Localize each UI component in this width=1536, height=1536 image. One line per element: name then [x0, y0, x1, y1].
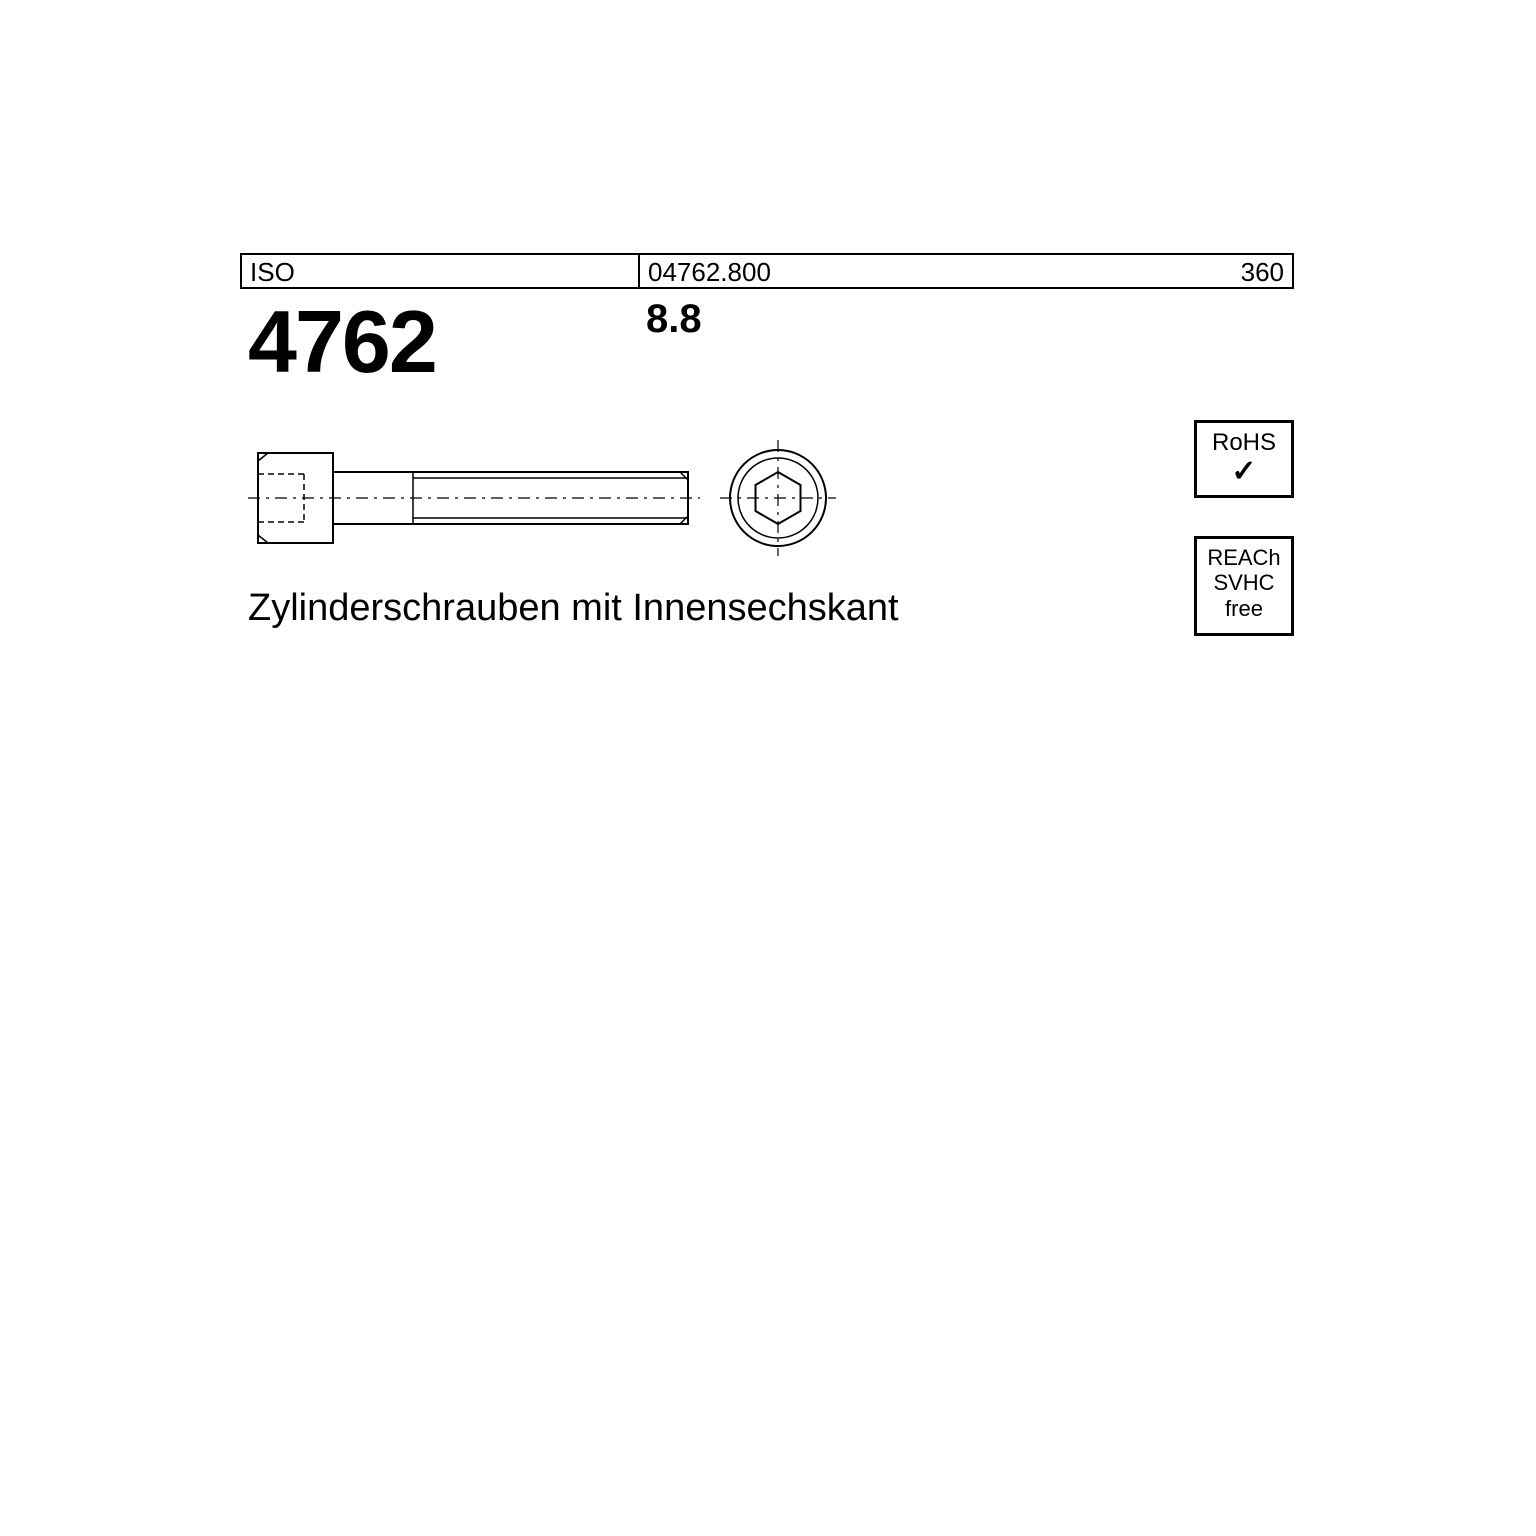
- rohs-label: RoHS: [1197, 429, 1291, 457]
- header-band: ISO 04762.800 360: [240, 253, 1294, 289]
- product-description: Zylinderschrauben mit Innensechskant: [248, 587, 899, 630]
- iso-number: 4762: [248, 291, 436, 393]
- header-divider: [638, 255, 640, 287]
- reach-line1: REACh: [1197, 545, 1291, 570]
- spec-sheet-canvas: ISO 04762.800 360 4762 8.8 RoHS ✓ REACh …: [240, 253, 1294, 1294]
- header-right-value: 360: [1241, 257, 1284, 288]
- rohs-compliance-box: RoHS ✓: [1194, 420, 1294, 498]
- bolt-diagram: [248, 428, 858, 568]
- header-code: 04762.800: [648, 257, 771, 288]
- reach-compliance-box: REACh SVHC free: [1194, 536, 1294, 636]
- strength-class: 8.8: [646, 297, 702, 342]
- check-icon: ✓: [1197, 457, 1291, 487]
- header-standard-label: ISO: [250, 257, 295, 288]
- reach-line3: free: [1197, 596, 1291, 621]
- reach-line2: SVHC: [1197, 570, 1291, 595]
